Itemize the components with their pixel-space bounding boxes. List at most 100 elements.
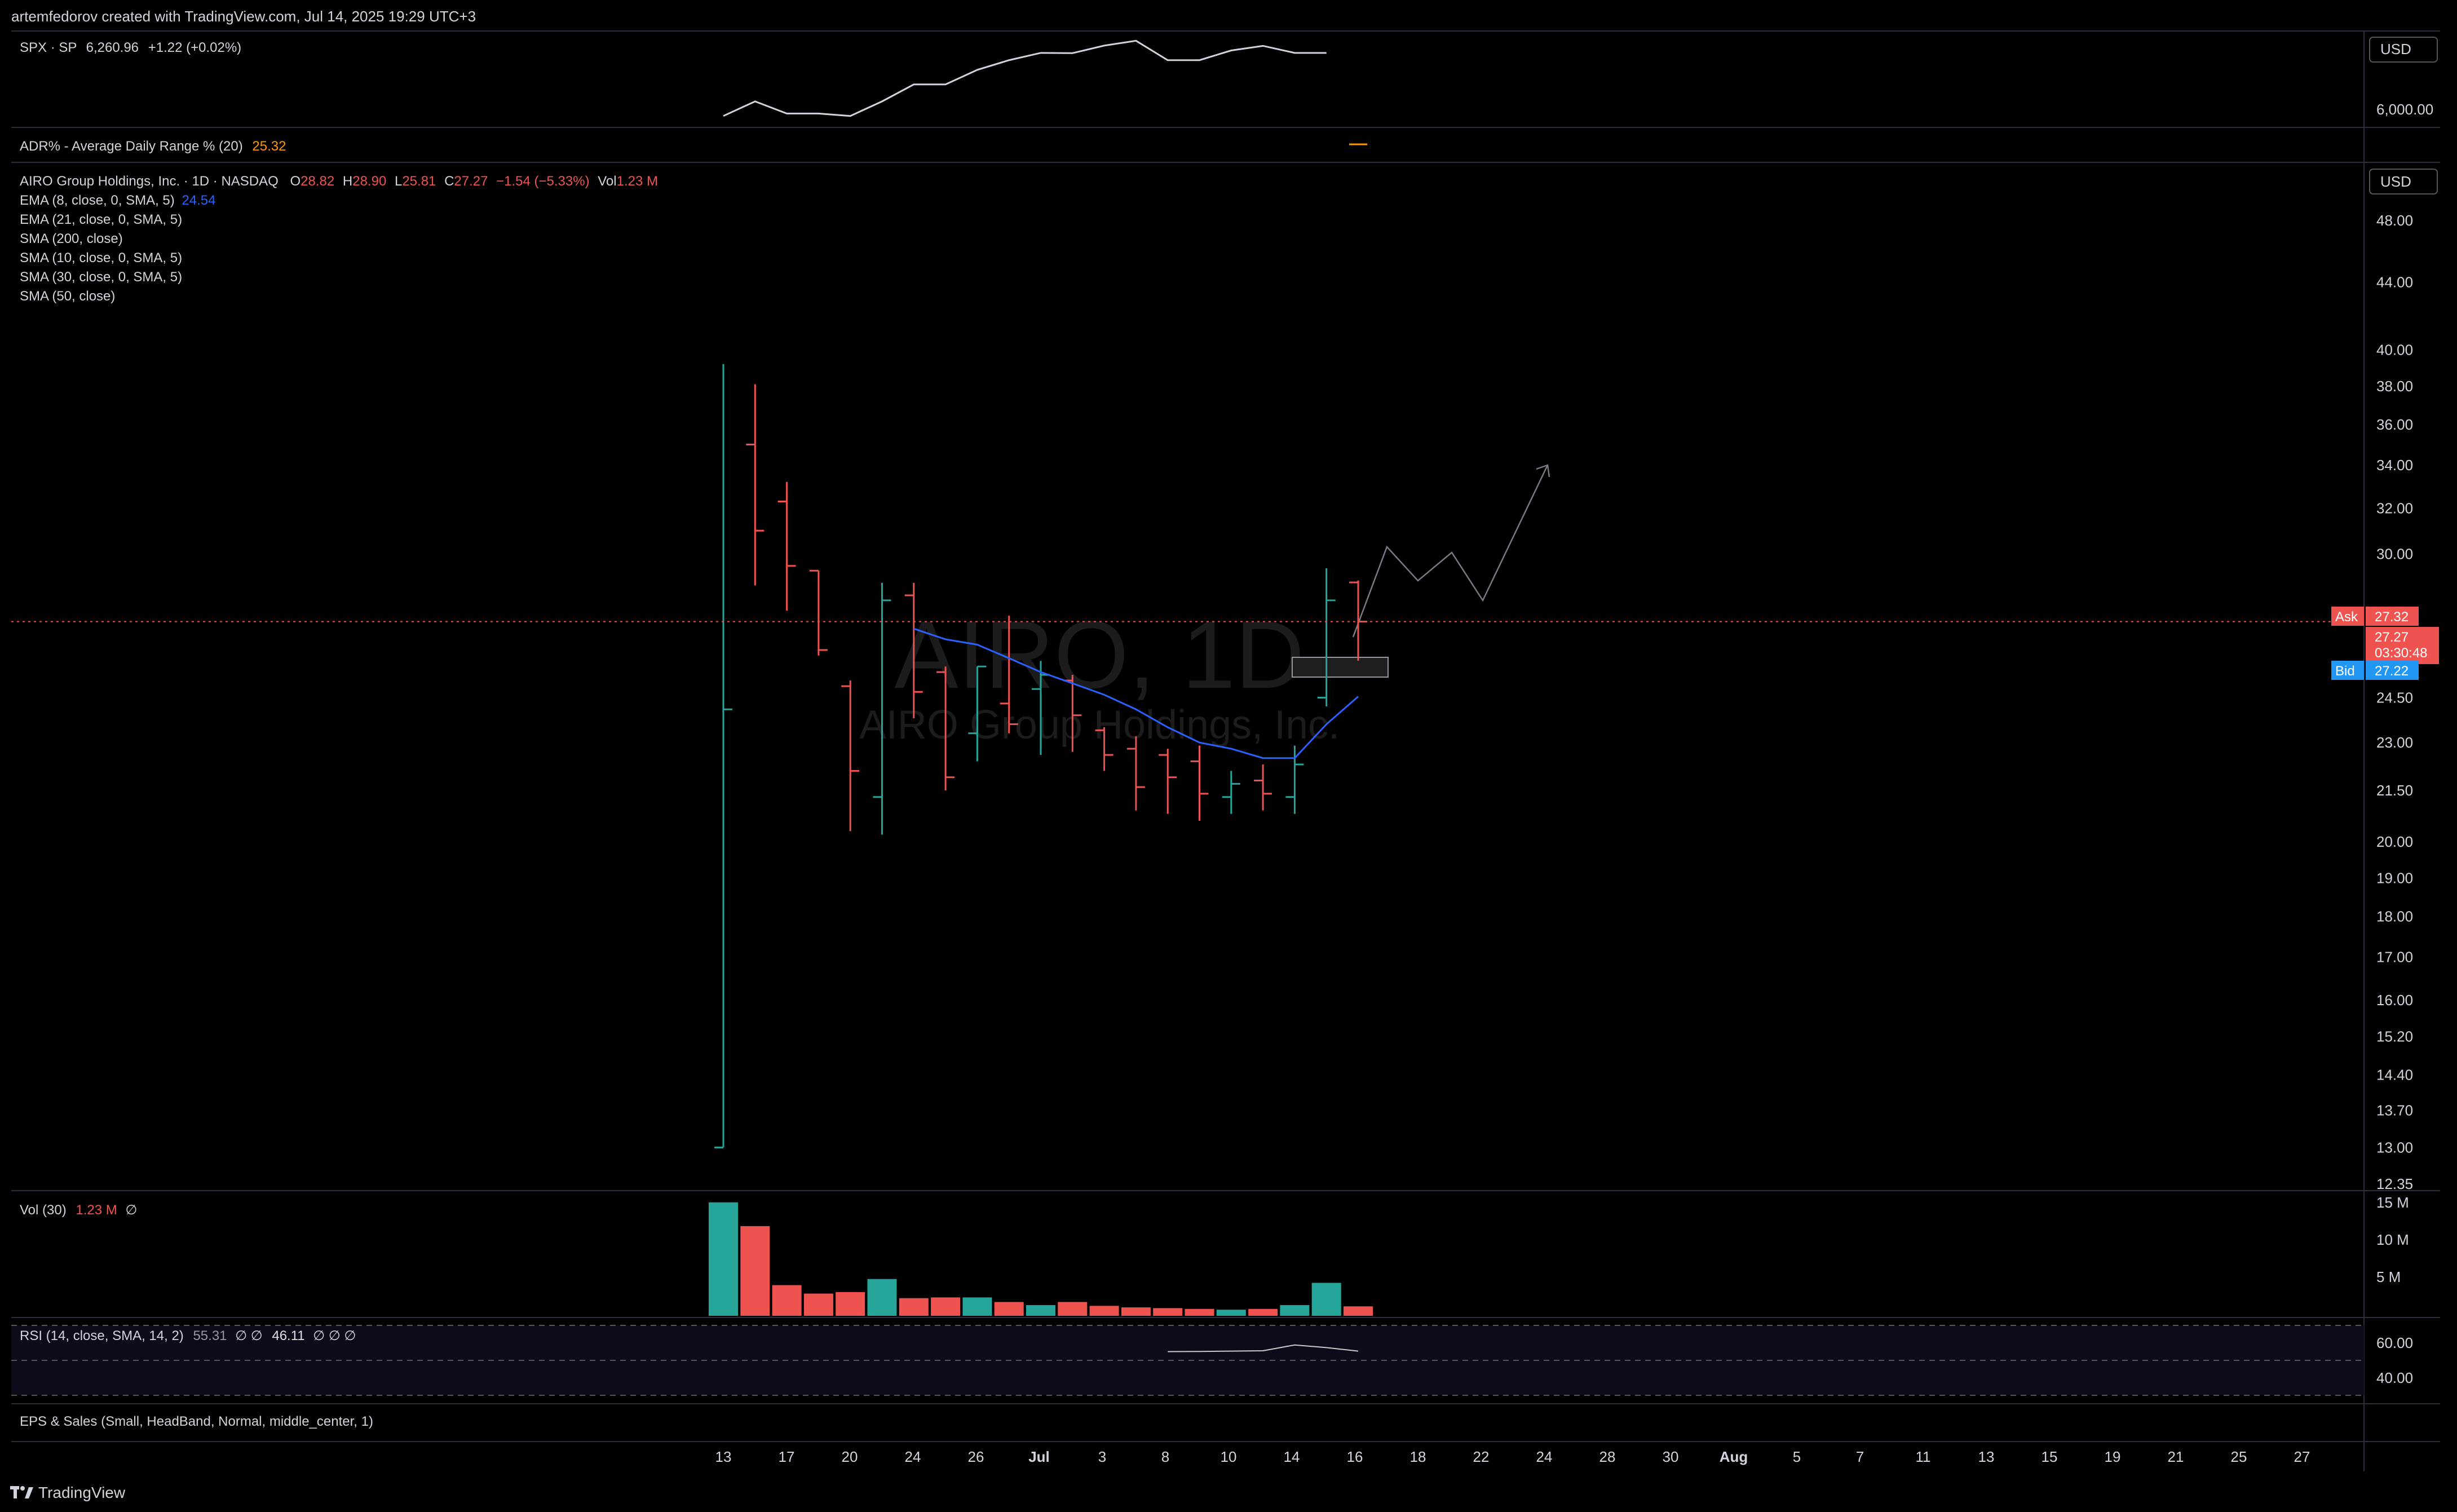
svg-text:27.32: 27.32 (2375, 609, 2409, 625)
vol-axis-5m: 5 M (2376, 1268, 2401, 1285)
price-tick: 34.00 (2376, 457, 2413, 474)
time-tick: 26 (968, 1448, 984, 1465)
svg-text:USD: USD (2380, 41, 2411, 58)
last-price-tag: 27.27 03:30:48 (2366, 627, 2439, 664)
ohlc-bar (936, 666, 955, 790)
indicator-sma30[interactable]: SMA (30, close, 0, SMA, 5) (20, 269, 182, 285)
volume-bar (899, 1298, 929, 1316)
time-tick: 13 (1978, 1448, 1995, 1465)
ohlc-bar (1000, 616, 1018, 733)
open-value: 28.82 (301, 174, 335, 189)
time-axis: 13 17 20 24 26 Jul 3 8 10 14 16 18 22 24 28 30 Aug 5 7 11 13… (715, 1448, 2310, 1465)
volume-bar (1248, 1308, 1278, 1316)
price-tick: 24.50 (2376, 689, 2413, 706)
rsi-value-1: 55.31 (193, 1328, 227, 1343)
indicator-name: SMA (10, close, 0, SMA, 5) (20, 250, 183, 266)
price-tick: 44.00 (2376, 273, 2413, 290)
volume-bar (1058, 1302, 1088, 1316)
vol-legend[interactable]: Vol (30) 1.23 M ∅ (20, 1202, 137, 1218)
ohlc-bar (1095, 727, 1113, 771)
time-tick: 18 (1410, 1448, 1426, 1465)
indicator-name: SMA (50, close) (20, 289, 116, 304)
volume-bar (1153, 1308, 1183, 1316)
time-tick: 16 (1347, 1448, 1363, 1465)
indicator-ema21[interactable]: EMA (21, close, 0, SMA, 5) (20, 212, 182, 228)
ask-tag: Ask 27.32 (2331, 607, 2419, 626)
adr-legend[interactable]: ADR% - Average Daily Range % (20) 25.32 (20, 139, 286, 154)
indicator-sma50[interactable]: SMA (50, close) (20, 289, 115, 304)
volume-bars (709, 1202, 1373, 1316)
open-label: O (290, 174, 301, 189)
rsi-line (1168, 1344, 1359, 1352)
ohlc-bar (1222, 771, 1240, 814)
price-tick: 14.40 (2376, 1067, 2413, 1084)
vol-axis-15m: 15 M (2376, 1194, 2409, 1211)
time-tick: 30 (1663, 1448, 1679, 1465)
vol-title: Vol (30) (20, 1202, 67, 1218)
time-tick: 7 (1856, 1448, 1864, 1465)
close-value: 27.27 (454, 174, 488, 189)
svg-text:Bid: Bid (2335, 664, 2355, 679)
time-tick: 13 (715, 1448, 732, 1465)
indicator-value: 24.54 (182, 193, 216, 208)
indicator-name: SMA (30, close, 0, SMA, 5) (20, 269, 183, 285)
footer-brand: TradingView (38, 1484, 126, 1501)
price-tick: 21.50 (2376, 782, 2413, 799)
indicator-sma200[interactable]: SMA (200, close) (20, 231, 123, 247)
spx-last: 6,260.96 (86, 40, 139, 55)
ohlc-bar (746, 384, 765, 586)
eps-legend[interactable]: EPS & Sales (Small, HeadBand, Normal, mi… (20, 1414, 373, 1430)
price-tick: 13.00 (2376, 1139, 2413, 1156)
ohlc-bar (1317, 568, 1336, 707)
time-tick: 20 (842, 1448, 858, 1465)
volume-bar (836, 1292, 865, 1316)
indicator-sma10[interactable]: SMA (10, close, 0, SMA, 5) (20, 250, 182, 266)
time-tick: 11 (1916, 1448, 1931, 1465)
spx-currency-badge: USD (2369, 37, 2438, 63)
price-tick: 48.00 (2376, 212, 2413, 229)
rsi-value-2: 46.11 (272, 1328, 305, 1343)
price-tick: 18.00 (2376, 908, 2413, 925)
time-tick: 19 (2105, 1448, 2121, 1465)
time-tick: 21 (2168, 1448, 2184, 1465)
change-value: −1.54 (−5.33%) (496, 174, 590, 189)
price-tick: 16.00 (2376, 992, 2413, 1009)
price-tick: 36.00 (2376, 416, 2413, 433)
svg-text:27.22: 27.22 (2375, 664, 2409, 679)
indicator-ema8[interactable]: EMA (8, close, 0, SMA, 5) 24.54 (20, 193, 216, 209)
volume-bar (1026, 1305, 1055, 1316)
time-tick: 3 (1098, 1448, 1106, 1465)
time-tick: 25 (2231, 1448, 2247, 1465)
price-tick: 15.20 (2376, 1028, 2413, 1045)
vol-legend-value: 1.23 M (76, 1202, 117, 1218)
time-tick: 27 (2294, 1448, 2310, 1465)
high-value: 28.90 (352, 174, 387, 189)
volume-bar (803, 1293, 833, 1316)
eps-title: EPS & Sales (Small, HeadBand, Normal, mi… (20, 1414, 373, 1429)
indicator-name: EMA (21, close, 0, SMA, 5) (20, 212, 183, 227)
price-tick: 19.00 (2376, 870, 2413, 887)
time-tick: 15 (2041, 1448, 2058, 1465)
rsi-legend[interactable]: RSI (14, close, SMA, 14, 2) 55.31 ∅ ∅ 46… (20, 1328, 356, 1344)
ohlc-bar (1190, 745, 1209, 821)
spx-legend[interactable]: SPX · SP 6,260.96 +1.22 (+0.02%) (20, 40, 241, 56)
time-tick: 5 (1793, 1448, 1801, 1465)
watermark-name: AIRO Group Holdings, Inc. (859, 702, 1340, 748)
spx-symbol: SPX · SP (20, 40, 77, 55)
ohlc-bar (1126, 736, 1145, 811)
volume-bar (867, 1279, 897, 1316)
credit-text: artemfedorov created with TradingView.co… (11, 8, 476, 25)
adr-value: 25.32 (252, 139, 286, 154)
close-label: C (444, 174, 454, 189)
svg-text:27.27: 27.27 (2375, 630, 2409, 645)
spx-change: +1.22 (+0.02%) (148, 40, 242, 55)
ohlc-bar (1254, 764, 1272, 811)
adr-title: ADR% - Average Daily Range % (20) (20, 139, 243, 154)
chart-canvas[interactable]: AIRO, 1D AIRO Group Holdings, Inc. 48.00… (0, 0, 2457, 1471)
time-tick: 22 (1473, 1448, 1490, 1465)
target-rectangle (1292, 657, 1389, 678)
volume-bar (1344, 1306, 1373, 1316)
main-legend[interactable]: AIRO Group Holdings, Inc. · 1D · NASDAQ … (20, 174, 658, 189)
volume-bar (1280, 1305, 1310, 1316)
price-tick: 12.35 (2376, 1175, 2413, 1192)
